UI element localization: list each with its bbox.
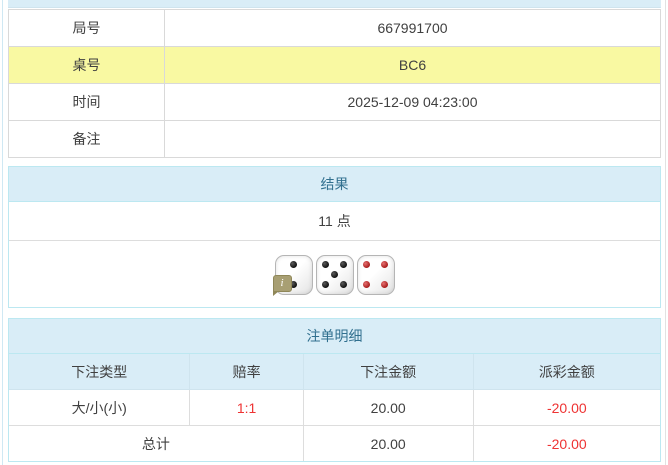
die-pip xyxy=(362,261,370,268)
table-row-remark: 备注 xyxy=(8,120,661,158)
game-info-table: 局号 667991700 桌号 BC6 时间 2025-12-09 04:23:… xyxy=(8,9,661,158)
bet-table-header-row: 下注类型 赔率 下注金额 派彩金额 xyxy=(9,354,660,390)
total-row: 总计 20.00 -20.00 xyxy=(9,425,660,461)
image-info-badge-icon: i xyxy=(272,275,292,296)
die-pip xyxy=(321,261,329,268)
remark-label: 备注 xyxy=(8,120,165,158)
total-label: 总计 xyxy=(9,425,304,461)
bet-amount-value: 20.00 xyxy=(302,389,474,426)
die-pip xyxy=(289,281,297,288)
time-label: 时间 xyxy=(8,83,165,121)
bet-type-value: 大/小(小) xyxy=(9,389,191,426)
dice-row: i xyxy=(9,241,660,308)
die-pip xyxy=(321,281,329,288)
die-pip xyxy=(330,271,338,278)
bet-details-panel: 注单明细 下注类型 赔率 下注金额 派彩金额 大/小(小) 1:1 20.00 … xyxy=(8,318,661,462)
result-points: 11 点 xyxy=(9,202,660,241)
table-row-table-number: 桌号 BC6 xyxy=(8,46,661,84)
result-panel-title: 结果 xyxy=(9,167,660,202)
die-pip xyxy=(362,281,370,288)
die-pip xyxy=(289,261,297,268)
payout-amount-value: -20.00 xyxy=(472,389,660,426)
total-bet-amount: 20.00 xyxy=(302,425,474,461)
round-number-label: 局号 xyxy=(8,9,165,47)
bet-row: 大/小(小) 1:1 20.00 -20.00 xyxy=(9,389,660,426)
page-left-border xyxy=(2,0,3,465)
die-pip xyxy=(381,281,389,288)
die-pip xyxy=(381,261,389,268)
page-right-border xyxy=(665,0,666,465)
die-pip xyxy=(340,261,348,268)
die-3-icon xyxy=(356,254,395,295)
remark-value xyxy=(164,120,661,158)
die-2-icon xyxy=(315,254,354,295)
bet-details-title: 注单明细 xyxy=(9,319,660,354)
result-panel: 结果 11 点 i xyxy=(8,166,661,308)
table-number-label: 桌号 xyxy=(8,46,165,84)
bet-details-table: 下注类型 赔率 下注金额 派彩金额 大/小(小) 1:1 20.00 -20.0… xyxy=(9,354,660,461)
table-number-value: BC6 xyxy=(164,46,661,84)
odds-value: 1:1 xyxy=(189,389,304,426)
total-payout-amount: -20.00 xyxy=(472,425,660,461)
column-odds: 赔率 xyxy=(189,354,304,390)
column-payout-amount: 派彩金额 xyxy=(472,354,660,390)
die-pip xyxy=(340,281,348,288)
cropped-header-strip xyxy=(8,0,661,8)
column-bet-amount: 下注金额 xyxy=(302,354,474,390)
round-number-value: 667991700 xyxy=(164,9,661,47)
time-value: 2025-12-09 04:23:00 xyxy=(164,83,661,121)
table-row-time: 时间 2025-12-09 04:23:00 xyxy=(8,83,661,121)
column-bet-type: 下注类型 xyxy=(9,354,191,390)
table-row-round: 局号 667991700 xyxy=(8,9,661,47)
